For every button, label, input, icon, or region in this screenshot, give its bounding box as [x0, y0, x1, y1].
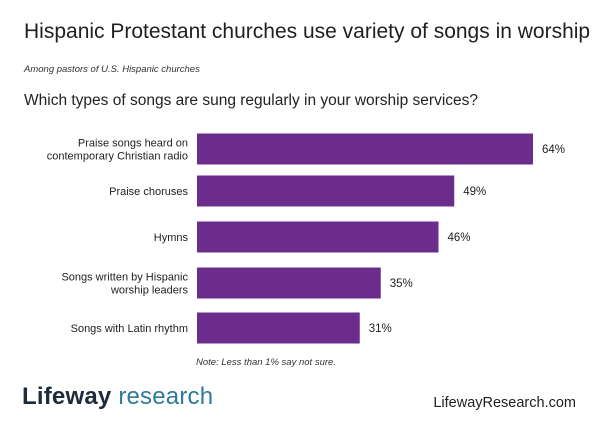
chart-title: Hispanic Protestant churches use variety…: [24, 20, 591, 43]
bar-3: [197, 221, 439, 253]
category-label-1: Praise songs heard on contemporary Christ…: [47, 138, 188, 163]
category-label-5: Songs with Latin rhythm: [71, 323, 188, 335]
chart-note: Note: Less than 1% say not sure.: [196, 357, 336, 368]
bar-5: [197, 312, 360, 344]
category-label-4: Songs written by Hispanic worship leaders: [61, 272, 188, 297]
lifeway-research-logo: Lifeway research: [22, 383, 213, 411]
survey-question: Which types of songs are sung regularly …: [24, 92, 479, 109]
value-label-4: 35%: [390, 278, 413, 290]
logo-word-lifeway: Lifeway: [22, 383, 112, 410]
category-label-2: Praise choruses: [109, 186, 188, 198]
bar-4: [197, 267, 381, 299]
value-label-1: 64%: [542, 144, 565, 156]
value-label-5: 31%: [369, 323, 392, 335]
value-label-3: 46%: [448, 232, 471, 244]
bar-2: [197, 175, 455, 207]
logo-word-research: research: [118, 383, 214, 410]
chart-subtitle: Among pastors of U.S. Hispanic churches: [24, 64, 200, 75]
bar-1: [197, 133, 533, 165]
category-label-3: Hymns: [154, 232, 189, 244]
website-link[interactable]: LifewayResearch.com: [433, 395, 576, 411]
value-label-2: 49%: [463, 186, 486, 198]
